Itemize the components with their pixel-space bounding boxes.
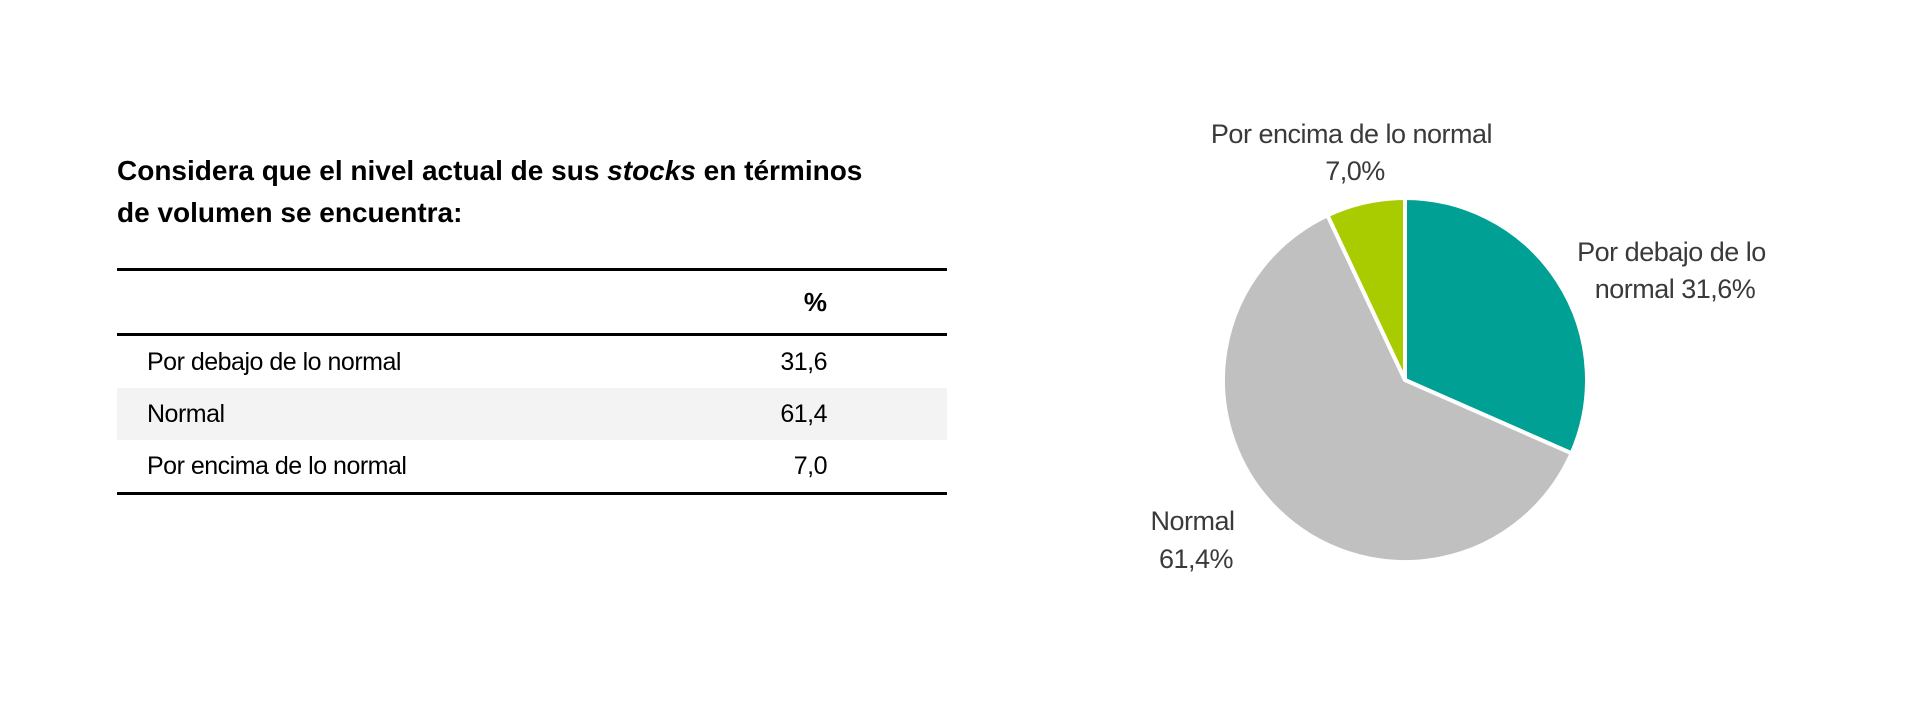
- label-debajo: Por debajo de lo normal 31,6%: [1577, 237, 1773, 304]
- label-debajo-line2: normal 31,6%: [1595, 274, 1756, 304]
- row-label: Por encima de lo normal: [117, 440, 644, 495]
- pie-chart: Por encima de lo normal 7,0% Por debajo …: [1150, 119, 1773, 574]
- label-encima-line2: 7,0%: [1325, 156, 1385, 186]
- results-table: % Por debajo de lo normal 31,6 Normal 61…: [117, 268, 947, 495]
- table-panel: Considera que el nivel actual de sus sto…: [117, 150, 947, 495]
- label-normal-line2: 61,4%: [1159, 544, 1234, 574]
- label-debajo-line1: Por debajo de lo: [1577, 237, 1766, 267]
- row-value: 31,6: [780, 347, 827, 376]
- label-normal-line1: Normal: [1150, 506, 1234, 536]
- title-italic: stocks: [607, 155, 696, 186]
- row-value: 7,0: [643, 440, 947, 495]
- pie-slice-encima: [1325, 196, 1407, 382]
- row-label: Por debajo de lo normal: [147, 347, 401, 376]
- row-label: Normal: [117, 388, 644, 440]
- pie-slice-debajo: [1403, 196, 1589, 456]
- table-row: Por encima de lo normal 7,0: [117, 440, 947, 495]
- table-row: Por debajo de lo normal 31,6: [117, 335, 947, 389]
- header-category: [117, 268, 644, 336]
- label-normal: Normal 61,4%: [1150, 506, 1241, 574]
- label-encima: Por encima de lo normal 7,0%: [1211, 119, 1499, 186]
- table-row: Normal 61,4: [117, 388, 947, 440]
- question-title: Considera que el nivel actual de sus sto…: [117, 155, 863, 228]
- row-value: 61,4: [643, 388, 947, 440]
- label-encima-line1: Por encima de lo normal: [1211, 119, 1492, 149]
- header-percent: %: [643, 268, 947, 336]
- pie-slices: [1221, 196, 1589, 564]
- pie-slice-normal: [1221, 213, 1574, 564]
- table-header-row: %: [117, 268, 947, 336]
